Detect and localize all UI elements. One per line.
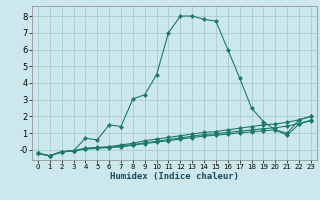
X-axis label: Humidex (Indice chaleur): Humidex (Indice chaleur) (110, 172, 239, 181)
